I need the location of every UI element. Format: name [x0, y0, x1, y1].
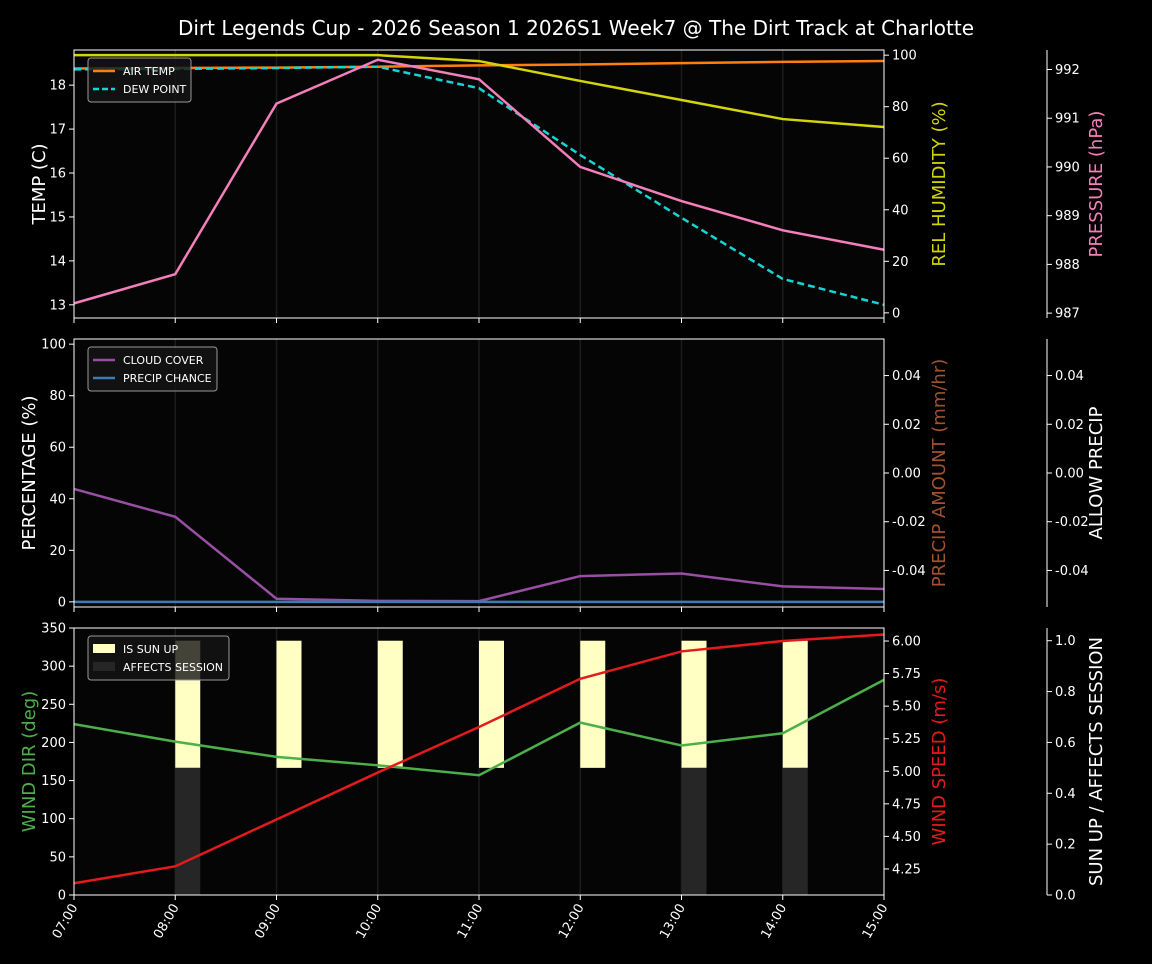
bar-affects-session [682, 768, 707, 895]
legend-swatch [93, 644, 115, 653]
right-tick-label: 5.75 [892, 667, 921, 682]
bar-is-sun-up [682, 641, 707, 768]
x-tick-label: 09:00 [252, 902, 284, 942]
right-tick-label: 4.50 [892, 830, 921, 845]
legend-label: AIR TEMP [123, 65, 175, 78]
left-tick-label: 80 [49, 389, 66, 404]
third-tick-label: 0.8 [1055, 685, 1076, 700]
bar-is-sun-up [580, 641, 605, 768]
right-tick-label: -0.02 [892, 515, 926, 530]
left-tick-label: 60 [49, 441, 66, 456]
left-tick-label: 100 [41, 812, 66, 827]
bar-is-sun-up [783, 641, 808, 768]
right-axis-label: WIND SPEED (m/s) [929, 678, 950, 846]
left-tick-label: 350 [41, 622, 66, 637]
third-tick-label: 0.2 [1055, 838, 1076, 853]
left-tick-label: 18 [49, 79, 66, 94]
third-axis-label: ALLOW PRECIP [1086, 406, 1107, 539]
bar-is-sun-up [378, 641, 403, 768]
right-tick-label: 5.25 [892, 732, 921, 747]
right-tick-label: 100 [892, 49, 917, 64]
legend-label: PRECIP CHANCE [123, 372, 212, 385]
third-tick-label: -0.04 [1055, 564, 1089, 579]
third-tick-label: 989 [1055, 209, 1080, 224]
right-tick-label: 5.50 [892, 700, 921, 715]
right-tick-label: 6.00 [892, 635, 921, 650]
right-tick-label: 0.04 [892, 369, 921, 384]
right-axis-label: PRECIP AMOUNT (mm/hr) [929, 359, 950, 588]
left-tick-label: 0 [58, 595, 66, 610]
legend-label: DEW POINT [123, 83, 187, 96]
bar-is-sun-up [277, 641, 302, 768]
third-tick-label: 0.4 [1055, 787, 1076, 802]
third-axis-label: PRESSURE (hPa) [1086, 111, 1107, 258]
left-tick-label: 150 [41, 774, 66, 789]
third-tick-label: 0.00 [1055, 467, 1084, 482]
right-tick-label: 0.02 [892, 418, 921, 433]
right-tick-label: -0.04 [892, 564, 926, 579]
left-axis-label: WIND DIR (deg) [19, 691, 40, 833]
left-axis-label: PERCENTAGE (%) [19, 395, 40, 550]
right-tick-label: 20 [892, 255, 909, 270]
left-tick-label: 100 [41, 338, 66, 353]
right-tick-label: 4.75 [892, 797, 921, 812]
x-tick-label: 13:00 [657, 902, 689, 942]
right-tick-label: 0.00 [892, 467, 921, 482]
third-tick-label: -0.02 [1055, 515, 1089, 530]
x-tick-label: 12:00 [556, 902, 588, 942]
left-axis-label: TEMP (C) [29, 143, 50, 225]
right-tick-label: 0 [892, 306, 900, 321]
right-tick-label: 4.25 [892, 862, 921, 877]
third-tick-label: 992 [1055, 63, 1080, 78]
left-tick-label: 50 [49, 850, 66, 865]
left-tick-label: 40 [49, 492, 66, 507]
right-tick-label: 60 [892, 152, 909, 167]
left-tick-label: 20 [49, 544, 66, 559]
legend-swatch [93, 662, 115, 671]
legend-label: CLOUD COVER [123, 354, 204, 367]
third-tick-label: 990 [1055, 160, 1080, 175]
x-tick-label: 14:00 [758, 902, 790, 942]
third-tick-label: 987 [1055, 307, 1080, 322]
x-tick-label: 15:00 [860, 902, 892, 942]
right-tick-label: 40 [892, 203, 909, 218]
right-tick-label: 5.00 [892, 765, 921, 780]
legend-label: IS SUN UP [123, 643, 179, 656]
third-tick-label: 0.6 [1055, 736, 1076, 751]
bar-affects-session [783, 768, 808, 895]
left-tick-label: 17 [49, 123, 66, 138]
left-tick-label: 16 [49, 167, 66, 182]
third-tick-label: 1.0 [1055, 634, 1076, 649]
legend-label: AFFECTS SESSION [123, 661, 223, 674]
left-tick-label: 14 [49, 254, 66, 269]
left-tick-label: 0 [58, 889, 66, 904]
third-axis-label: SUN UP / AFFECTS SESSION [1086, 637, 1107, 886]
right-tick-label: 80 [892, 100, 909, 115]
x-tick-label: 07:00 [50, 902, 82, 942]
third-tick-label: 988 [1055, 258, 1080, 273]
third-tick-label: 0.04 [1055, 369, 1084, 384]
third-tick-label: 0.02 [1055, 418, 1084, 433]
left-tick-label: 300 [41, 660, 66, 675]
right-axis-label: REL HUMIDITY (%) [929, 101, 950, 266]
third-tick-label: 0.0 [1055, 889, 1076, 904]
left-tick-label: 200 [41, 736, 66, 751]
left-tick-label: 250 [41, 698, 66, 713]
x-tick-label: 11:00 [455, 902, 487, 942]
left-tick-label: 13 [49, 298, 66, 313]
third-tick-label: 991 [1055, 112, 1080, 127]
left-tick-label: 15 [49, 210, 66, 225]
chart-title: Dirt Legends Cup - 2026 Season 1 2026S1 … [178, 16, 974, 40]
bar-is-sun-up [479, 641, 504, 768]
x-tick-label: 08:00 [151, 902, 183, 942]
x-tick-label: 10:00 [353, 902, 385, 942]
bar-affects-session [175, 768, 200, 895]
